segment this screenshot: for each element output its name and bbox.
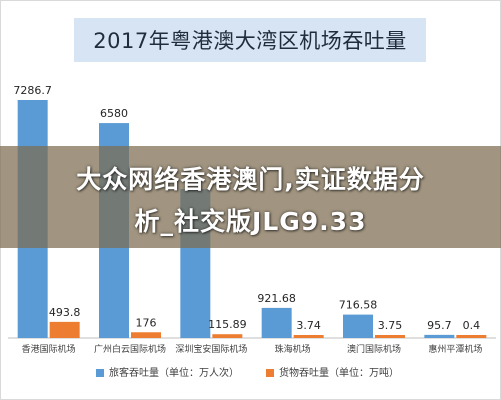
- watermark-overlay: 大众网络香港澳门,实证数据分 析_社交版JLG9.33: [0, 146, 501, 248]
- cargo-bar-0: [49, 321, 80, 338]
- cargo-bar-1: [131, 332, 161, 338]
- passenger-value-label-5: 95.7: [427, 319, 452, 332]
- cargo-value-label-5: 0.4: [463, 319, 481, 332]
- category-tick-label-1: 广州白云国际机场: [94, 343, 166, 355]
- passenger-bar-4: [343, 314, 373, 338]
- cargo-bar-2: [212, 334, 243, 338]
- passenger-value-label-4: 716.58: [339, 299, 378, 312]
- cargo-value-label-3: 3.74: [296, 319, 321, 332]
- overlay-text-line-2: 析_社交版JLG9.33: [134, 207, 367, 236]
- cargo-bar-5: [456, 335, 487, 338]
- chart-title: 2017年粤港澳大湾区机场吞吐量: [93, 29, 407, 53]
- legend-label-0: 旅客吞吐量（单位：万人次）: [109, 366, 239, 379]
- cargo-value-label-2: 115.89: [208, 318, 247, 331]
- cargo-bar-4: [375, 335, 405, 338]
- passenger-value-label-3: 921.68: [257, 292, 296, 305]
- cargo-value-label-0: 493.8: [49, 306, 81, 319]
- passenger-bar-3: [261, 307, 292, 338]
- chart-title-box: 2017年粤港澳大湾区机场吞吐量: [74, 18, 426, 62]
- category-tick-label-0: 香港国际机场: [22, 343, 76, 355]
- overlay-text-line-1: 大众网络香港澳门,实证数据分: [76, 165, 425, 194]
- cargo-bar-3: [293, 335, 324, 338]
- category-tick-label-4: 澳门国际机场: [347, 343, 401, 355]
- passenger-value-label-0: 7286.7: [13, 84, 52, 97]
- category-tick-label-3: 珠海机场: [275, 343, 311, 355]
- category-tick-label-5: 惠州平潭机场: [428, 343, 482, 355]
- legend-swatch-0: [96, 369, 104, 377]
- cargo-value-label-1: 176: [136, 316, 157, 329]
- category-tick-label-2: 深圳宝安国际机场: [175, 343, 247, 355]
- cargo-value-label-4: 3.75: [378, 319, 403, 332]
- legend-swatch-1: [266, 369, 274, 377]
- legend-label-1: 货物吞吐量（单位：万吨）: [279, 366, 399, 379]
- passenger-bar-5: [424, 334, 455, 338]
- passenger-value-label-1: 6580: [100, 107, 128, 120]
